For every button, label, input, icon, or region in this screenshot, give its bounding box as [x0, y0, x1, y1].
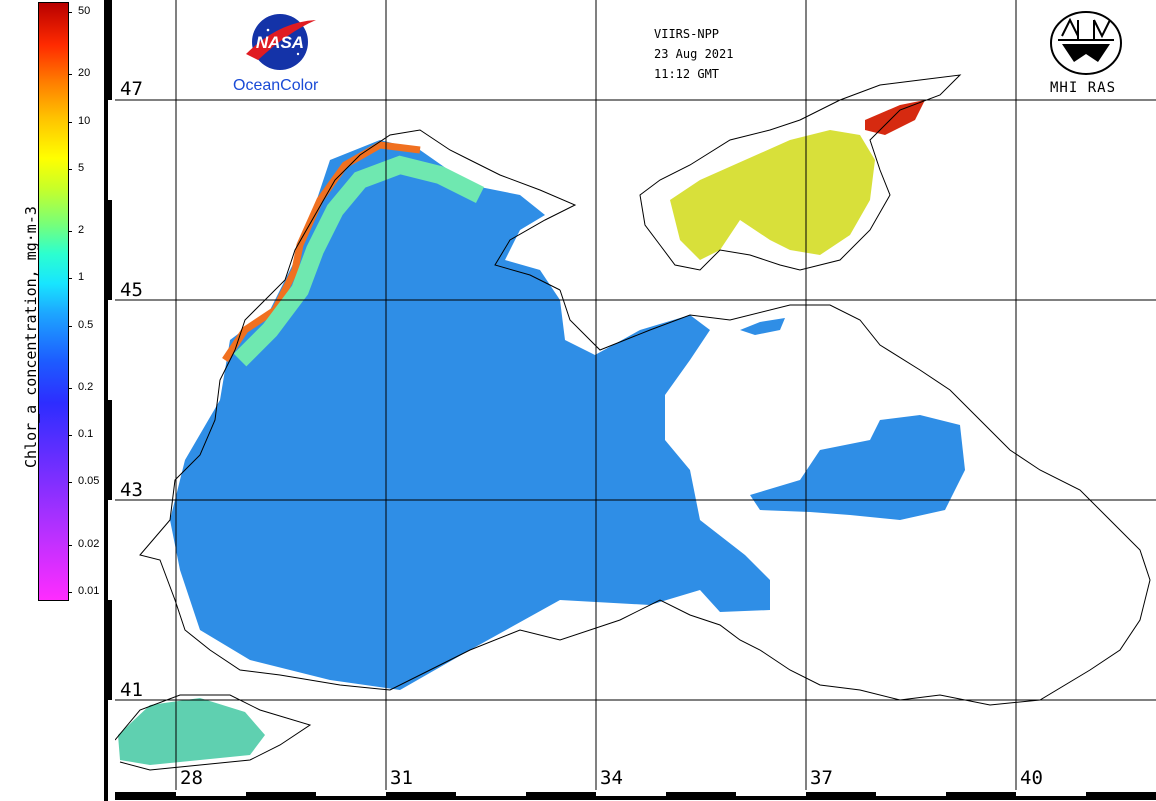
colorbar-tick-label: 0.5 [78, 318, 94, 331]
colorbar [38, 2, 69, 601]
colorbar-tick-mark [68, 592, 72, 593]
sensor-name: VIIRS-NPP [654, 27, 720, 41]
colorbar-tick-mark [68, 168, 72, 170]
graticule [115, 0, 1156, 790]
colorbar-tick-mark [68, 387, 72, 389]
marmara-field [118, 698, 265, 765]
chlorophyll-field-west [170, 140, 770, 690]
colorbar-tick-mark [68, 482, 72, 484]
colorbar-tick-label: 20 [78, 67, 91, 80]
chlorophyll-field-east [750, 415, 965, 520]
azov-field [670, 130, 875, 260]
chlorophyll-coastal-green [233, 155, 485, 367]
lon-label-28: 28 [180, 767, 203, 789]
colorbar-tick-mark [68, 12, 72, 13]
left-scale-bar [104, 0, 112, 801]
colorbar-tick-mark [68, 435, 72, 437]
lat-label-45: 45 [120, 279, 143, 301]
lat-label-41: 41 [120, 679, 143, 701]
lon-label-40: 40 [1020, 767, 1043, 789]
nasa-logo: NASA [246, 14, 316, 70]
acquisition-date: 23 Aug 2021 [654, 47, 734, 61]
bottom-scale-bar [115, 792, 1156, 800]
colorbar-tick-label: 5 [78, 161, 85, 174]
mhi-ras-caption: MHI RAS [1050, 80, 1117, 96]
map-frame [115, 0, 1156, 801]
lat-label-43: 43 [120, 479, 143, 501]
colorbar-tick-mark [68, 231, 72, 233]
colorbar-tick-label: 50 [78, 5, 91, 17]
image-info: VIIRS-NPP 23 Aug 2021 11:12 GMT [654, 24, 733, 84]
colorbar-tick-label: 1 [78, 271, 85, 284]
lon-label-37: 37 [810, 767, 833, 789]
colorbar-tick-mark [68, 74, 72, 76]
oceancolor-caption: OceanColor [233, 77, 319, 94]
azov-red-patch [865, 100, 925, 135]
chlorophyll-field-northeast [740, 318, 785, 335]
black-sea-map [115, 0, 1156, 790]
colorbar-tick-label: 0.1 [78, 428, 94, 441]
colorbar-tick-mark [68, 121, 72, 123]
colorbar-tick-label: 10 [78, 114, 91, 127]
colorbar-tick-mark [68, 544, 72, 546]
mhi-ras-logo [1050, 11, 1122, 75]
colorbar-tick-label: 0.01 [78, 585, 100, 597]
colorbar-tick-label: 2 [78, 224, 85, 237]
lon-label-34: 34 [600, 767, 623, 789]
colorbar-tick-label: 0.2 [78, 380, 94, 393]
azov-coastline [639, 74, 962, 271]
colorbar-tick-label: 0.05 [78, 475, 100, 488]
colorbar-tick-label: 0.02 [78, 537, 100, 550]
colorbar-tick-mark [68, 278, 72, 280]
svg-text:NASA: NASA [256, 33, 304, 52]
chlorophyll-coastal-band [222, 141, 421, 362]
lat-label-47: 47 [120, 78, 143, 100]
colorbar-tick-mark [68, 325, 72, 327]
acquisition-time: 11:12 GMT [654, 67, 720, 81]
lon-label-31: 31 [390, 767, 413, 789]
colorbar-title: Chlor_a concentration, mg·m-3 [22, 206, 40, 468]
coastline [139, 129, 1151, 706]
